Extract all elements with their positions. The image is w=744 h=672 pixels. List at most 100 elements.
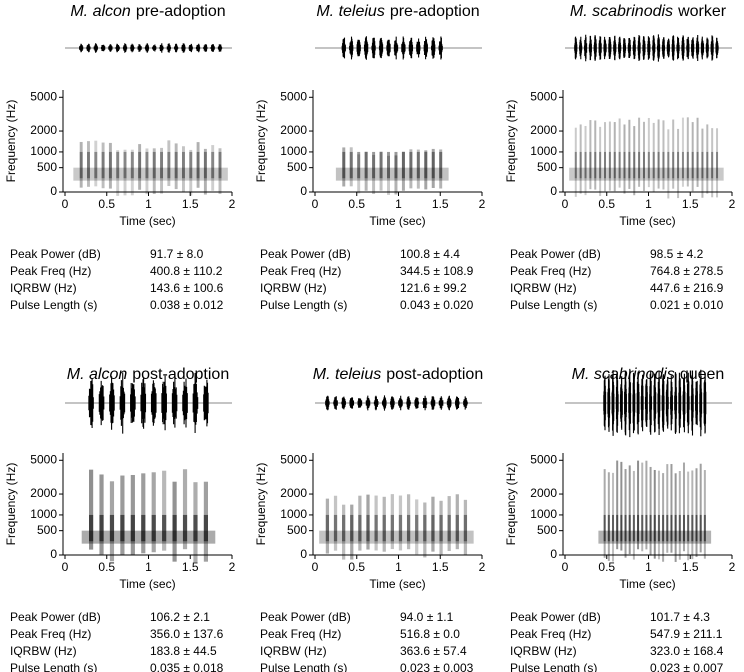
spectrogram-bg (563, 90, 732, 192)
pulse (189, 149, 193, 196)
y-tick-label: 0 (300, 184, 307, 198)
x-tick-label: 1 (645, 197, 652, 211)
pulse (455, 494, 459, 550)
spectrogram-bg (313, 453, 482, 555)
pulse (182, 469, 188, 550)
stat-label: IQRBW (Hz) (510, 644, 577, 658)
y-tick-label: 5000 (530, 89, 557, 103)
x-tick-label: 1 (145, 560, 152, 574)
y-tick-label: 500 (37, 523, 57, 537)
y-tick-label: 2000 (530, 486, 557, 500)
pulse (342, 504, 346, 560)
y-tick-label: 0 (50, 547, 57, 561)
stat-label: IQRBW (Hz) (260, 644, 327, 658)
panel-title: M. alcon post-adoption (67, 366, 229, 383)
stat-label: Pulse Length (s) (260, 298, 347, 312)
pulse (138, 144, 142, 190)
x-tick-label: 0 (62, 197, 69, 211)
pulse-core (699, 514, 702, 542)
y-tick-label: 500 (287, 523, 307, 537)
pulse-core (711, 151, 714, 179)
y-tick-label: 0 (50, 184, 57, 198)
x-axis-label: Time (sec) (369, 577, 425, 591)
pulse (409, 149, 413, 189)
panel-title: M. teleius pre-adoption (316, 3, 479, 20)
pulse-core (193, 514, 198, 542)
pulse (681, 117, 684, 187)
pulse-core (674, 514, 677, 542)
waveform (603, 368, 707, 438)
panel-title: M. alcon pre-adoption (70, 3, 225, 20)
y-axis-label: Frequency (Hz) (254, 463, 268, 546)
pulse-core (666, 514, 669, 542)
pulse-core (382, 514, 386, 542)
pulse-core (638, 151, 641, 179)
pulse (613, 122, 616, 192)
pulse-core (398, 514, 403, 542)
x-tick-label: 1.5 (682, 197, 699, 211)
stat-label: Pulse Length (s) (510, 661, 597, 672)
pulse-core (141, 514, 146, 542)
x-tick-label: 1.5 (182, 560, 199, 574)
pulse (342, 147, 346, 187)
stat-value: 447.6 ± 216.9 (650, 281, 724, 295)
pulse (657, 119, 660, 189)
stat-label: Pulse Length (s) (510, 298, 597, 312)
pulse-core (618, 151, 621, 179)
x-tick-label: 2 (229, 560, 236, 574)
x-tick-label: 1.5 (432, 560, 449, 574)
x-tick-label: 1 (145, 197, 152, 211)
pulse (364, 151, 368, 191)
pulse (691, 122, 694, 192)
pulse-core (632, 514, 635, 542)
pulse (401, 151, 405, 191)
y-axis-label: Frequency (Hz) (504, 100, 518, 183)
y-tick-label: 500 (287, 160, 307, 174)
stat-label: Peak Freq (Hz) (260, 627, 341, 641)
pulse (372, 154, 376, 194)
pulse (152, 148, 156, 195)
pulse (108, 142, 112, 189)
stat-label: Peak Freq (Hz) (260, 264, 341, 278)
low-band (319, 530, 474, 544)
x-tick-label: 0 (312, 560, 319, 574)
pulse-core (628, 151, 631, 179)
pulse-core (633, 151, 636, 179)
pulse (447, 496, 451, 551)
panel: M. teleius pre-adoption 0 500 1000 2000 5000 0 0… (254, 3, 485, 312)
pulse-core (87, 151, 90, 179)
pulse (638, 117, 641, 187)
stat-value: 0.043 ± 0.020 (400, 298, 474, 312)
pulse (151, 472, 156, 553)
y-tick-label: 2000 (280, 486, 307, 500)
pulse (666, 464, 669, 553)
pulse (398, 495, 403, 551)
pulse-core (607, 514, 610, 542)
y-axis-label: Frequency (Hz) (254, 100, 268, 183)
x-axis-label: Time (sec) (619, 214, 675, 228)
pulse (211, 145, 215, 191)
pulse (616, 460, 619, 550)
pulse (390, 494, 394, 550)
x-tick-label: 0.5 (348, 197, 365, 211)
pulse-core (439, 151, 443, 179)
pulse-core (406, 514, 411, 542)
stat-value: 106.2 ± 2.1 (150, 610, 210, 624)
pulse (716, 128, 719, 198)
pulse-core (109, 514, 115, 542)
stat-value: 0.023 ± 0.003 (400, 661, 474, 672)
stat-value: 0.023 ± 0.007 (650, 661, 724, 672)
stat-value: 0.035 ± 0.018 (150, 661, 224, 672)
y-tick-label: 0 (300, 547, 307, 561)
pulse-core (616, 514, 619, 542)
species: M. scabrinodis (570, 3, 673, 20)
pulse (686, 117, 689, 187)
stat-label: Peak Freq (Hz) (510, 264, 591, 278)
x-tick-label: 0.5 (348, 560, 365, 574)
pulse (94, 140, 98, 187)
x-tick-label: 2 (479, 197, 486, 211)
stat-label: Peak Freq (Hz) (510, 627, 591, 641)
pulse-core (358, 514, 362, 542)
pulse (349, 147, 353, 187)
pulse-core (677, 151, 680, 179)
